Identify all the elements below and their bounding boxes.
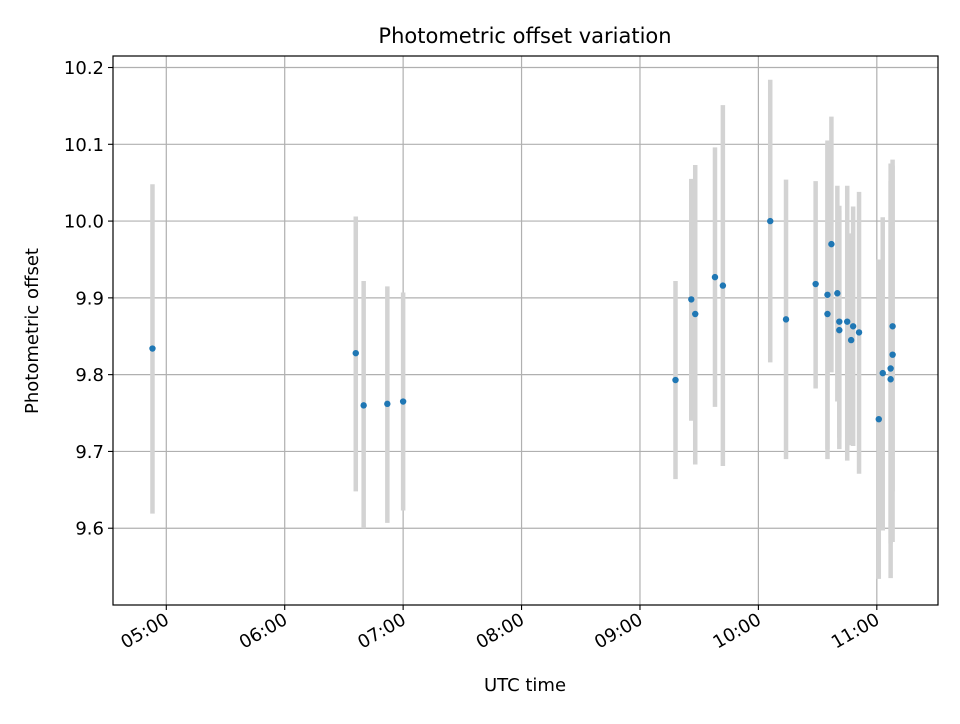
data-point (847, 336, 855, 344)
y-axis: 9.6 9.7 9.8 9.9 10.0 10.1 10.2 (64, 58, 113, 540)
data-point (836, 326, 843, 334)
data-point (836, 318, 843, 325)
plot-frame (112, 55, 939, 606)
data-points (149, 217, 896, 423)
chart-title: Photometric offset variation (378, 24, 671, 48)
data-point (824, 291, 831, 298)
data-point (767, 217, 774, 225)
data-point (352, 349, 359, 357)
data-point (887, 376, 894, 383)
y-tick-label: 10.1 (64, 135, 104, 156)
data-point (384, 400, 391, 408)
y-tick-label: 9.7 (75, 442, 104, 463)
data-point (828, 240, 835, 248)
data-point (719, 282, 727, 289)
data-point (834, 290, 841, 297)
y-tick-label: 9.9 (75, 288, 104, 309)
data-point (875, 415, 882, 423)
data-point (879, 369, 886, 377)
data-point (849, 323, 857, 330)
data-point (360, 402, 367, 409)
data-point (887, 365, 894, 372)
data-point (782, 316, 790, 323)
data-point (692, 310, 699, 318)
y-tick-label: 9.8 (75, 365, 104, 386)
data-point (711, 273, 719, 281)
data-point (812, 280, 819, 288)
data-point (399, 398, 407, 405)
y-tick-label: 9.6 (75, 519, 104, 540)
data-point (688, 296, 695, 303)
data-point (889, 351, 896, 358)
data-point (824, 310, 831, 318)
y-tick-label: 10.0 (64, 212, 104, 233)
x-axis-label: UTC time (484, 675, 566, 696)
data-point (672, 376, 679, 384)
data-point (844, 318, 851, 325)
data-point (889, 323, 896, 330)
data-point (855, 329, 863, 336)
y-tick-label: 10.2 (64, 58, 104, 79)
y-axis-label: Photometric offset (22, 248, 43, 414)
data-point (149, 345, 156, 352)
